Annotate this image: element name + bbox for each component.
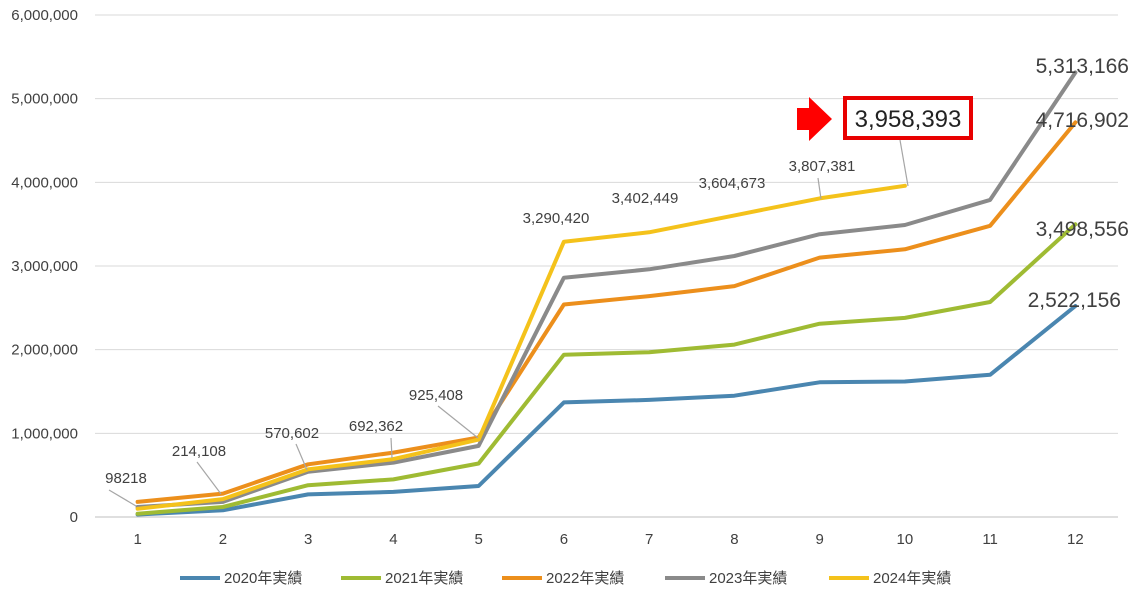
data-label: 214,108: [172, 443, 226, 460]
highlight-callout: 3,958,393: [797, 96, 973, 141]
y-tick-label: 2,000,000: [11, 342, 78, 359]
y-tick-label: 5,000,000: [11, 91, 78, 108]
data-label: 3,807,381: [789, 158, 856, 175]
y-tick-label: 0: [70, 509, 78, 526]
series-line: [135, 70, 1078, 509]
x-tick-label: 3: [304, 531, 312, 548]
y-tick-label: 6,000,000: [11, 7, 78, 24]
y-tick-label: 3,000,000: [11, 258, 78, 275]
x-tick-label: 4: [389, 531, 397, 548]
label-leader-line: [196, 461, 222, 495]
label-leader-lines: [108, 139, 909, 507]
series-line: [135, 222, 1078, 516]
data-label: 925,408: [409, 387, 463, 404]
grid-lines: [95, 14, 1118, 518]
x-tick-label: 11: [982, 531, 998, 548]
legend-label: 2021年実績: [385, 570, 463, 587]
series-line: [135, 304, 1078, 517]
data-label: 4,716,902: [1036, 109, 1129, 132]
data-label: 570,602: [265, 425, 319, 442]
series-lines: [135, 70, 1078, 517]
data-label: 692,362: [349, 418, 403, 435]
x-tick-label: 2: [219, 531, 227, 548]
y-tick-label: 1,000,000: [11, 425, 78, 442]
x-tick-label: 7: [645, 531, 653, 548]
data-label: 3,958,393: [855, 106, 962, 133]
series-line: [135, 183, 907, 511]
data-label: 3,402,449: [612, 190, 679, 207]
red-arrow-icon: [797, 97, 832, 141]
x-tick-label: 12: [1067, 531, 1084, 548]
x-axis: 1 2 3 4 5 6 7 8 9 10 11 12: [133, 531, 1083, 548]
label-leader-line: [817, 177, 822, 200]
y-tick-label: 4,000,000: [11, 174, 78, 191]
data-label: 98218: [105, 470, 147, 487]
data-labels: 98218 214,108 570,602 692,362 925,408 3,290,4…: [105, 55, 1129, 487]
label-leader-line: [437, 405, 479, 439]
data-label: 3,290,420: [523, 210, 590, 227]
legend: 2020年実績 2021年実績 2022年実績 2023年実績 2024年実績: [180, 570, 951, 587]
x-tick-label: 9: [815, 531, 823, 548]
label-leader-line: [390, 437, 393, 459]
x-tick-label: 5: [474, 531, 482, 548]
y-axis: 0 1,000,000 2,000,000 3,000,000 4,000,000 5,0…: [11, 7, 78, 526]
data-label: 3,604,673: [699, 175, 766, 192]
x-tick-label: 8: [730, 531, 738, 548]
data-label: 5,313,166: [1036, 55, 1129, 78]
highlight-box: [843, 96, 973, 140]
label-leader-line: [108, 489, 137, 507]
label-leader-line: [899, 139, 909, 187]
x-tick-label: 10: [897, 531, 914, 548]
series-line: [135, 120, 1078, 504]
x-tick-label: 1: [133, 531, 141, 548]
x-tick-label: 6: [560, 531, 568, 548]
data-label: 3,498,556: [1036, 218, 1129, 241]
legend-label: 2024年実績: [873, 570, 951, 587]
data-label: 2,522,156: [1028, 289, 1121, 312]
label-leader-line: [295, 443, 308, 471]
legend-label: 2022年実績: [546, 570, 624, 587]
legend-label: 2023年実績: [709, 570, 787, 587]
legend-label: 2020年実績: [224, 570, 302, 587]
